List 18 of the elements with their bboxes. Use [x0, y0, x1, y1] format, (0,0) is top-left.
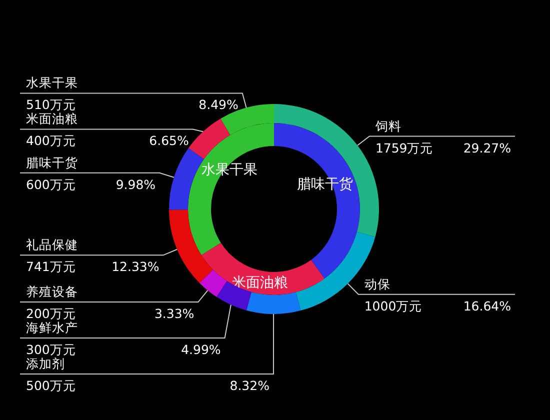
- slice-label: 养殖设备: [26, 284, 78, 300]
- slice-label: 动保: [364, 276, 390, 292]
- text: 1000万元 16.64%: [364, 298, 511, 314]
- slice-label: 海鲜水产: [26, 320, 78, 336]
- slice-label: 腊味干货: [26, 154, 78, 170]
- text: 400万元 6.65%: [26, 133, 189, 148]
- text: 200万元 3.33%: [26, 306, 194, 322]
- slice-label: 饲料: [374, 118, 402, 134]
- slice-label: 添加剂: [26, 356, 65, 372]
- text: 1759万元 29.27%: [375, 140, 511, 156]
- text: 300万元 4.99%: [26, 342, 221, 358]
- text: 500万元 8.32%: [26, 378, 270, 394]
- slice-label: 礼品保健: [26, 237, 78, 252]
- text: 600万元 9.98%: [26, 176, 156, 192]
- text: 510万元 8.49%: [26, 97, 238, 112]
- slice-label: 水果干果: [26, 75, 78, 90]
- text: 741万元 12.33%: [26, 259, 160, 274]
- slice-label: 米面油粮: [26, 111, 78, 126]
